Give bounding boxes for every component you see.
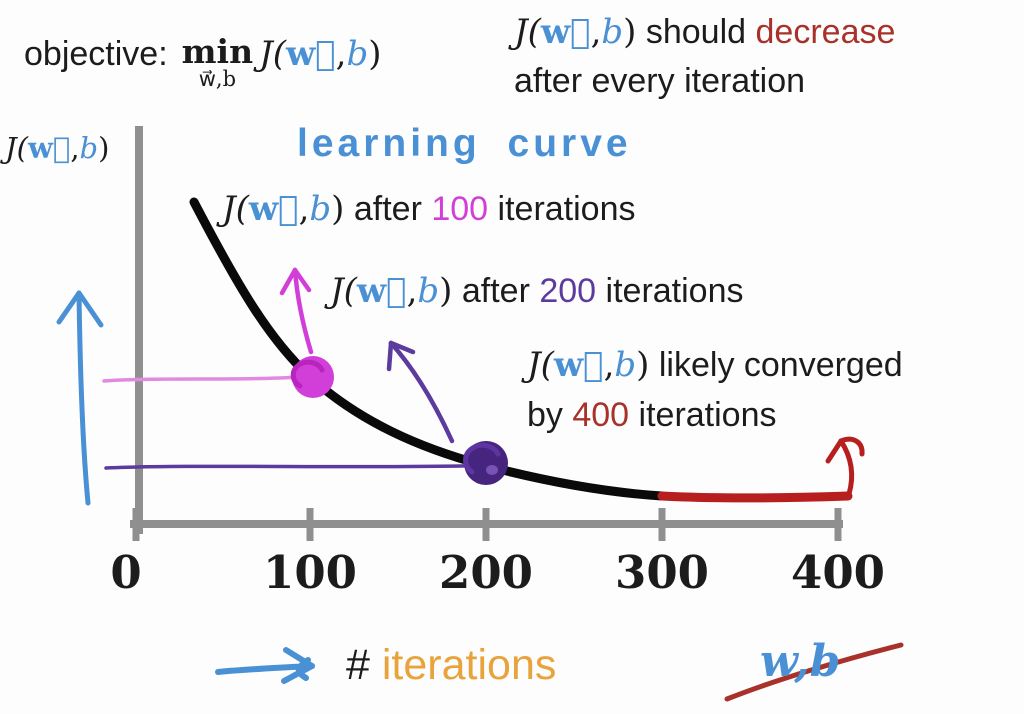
annotation-200: J(w⃗,b) after 200 iterations bbox=[330, 271, 744, 311]
chart-title: learning curve bbox=[297, 122, 632, 165]
y-direction-arrow bbox=[56, 290, 104, 506]
converged-segment-red bbox=[657, 491, 853, 503]
point-200-dot-highlight bbox=[486, 465, 498, 475]
annotation-100: J(w⃗,b) after 100 iterations bbox=[222, 189, 636, 229]
x-tick-200: 200 bbox=[439, 546, 533, 599]
iterations-word: iterations bbox=[381, 641, 557, 689]
cost-function-symbol: J(w⃗,b) bbox=[222, 189, 345, 229]
x-axis-ticks bbox=[132, 508, 842, 541]
x-tick-100: 100 bbox=[263, 546, 357, 599]
iteration-count-100: 100 bbox=[431, 190, 489, 228]
point-200-dot-scribble bbox=[463, 442, 501, 475]
x-tick-400: 400 bbox=[791, 546, 885, 599]
annotation-converged-line2: by 400 iterations bbox=[527, 396, 777, 434]
iteration-count-400: 400 bbox=[572, 396, 630, 434]
y-axis-label: J(w⃗,b) bbox=[5, 131, 110, 165]
wb-strikethrough bbox=[724, 642, 904, 702]
cost-function-symbol: J(w⃗,b) bbox=[330, 271, 453, 311]
x-direction-arrow bbox=[215, 647, 315, 684]
converged-arrow bbox=[825, 436, 865, 497]
point-200-arrow bbox=[386, 340, 455, 444]
learning-curve-line bbox=[189, 197, 667, 501]
cost-function-symbol: J(w⃗,b) bbox=[514, 12, 637, 52]
decrease-note: J(w⃗,b) should decrease after every iter… bbox=[514, 8, 895, 106]
annotation-converged: J(w⃗,b) likely converged by 400 iteratio… bbox=[527, 340, 903, 440]
cost-function-symbol: J(w⃗,b) bbox=[527, 345, 650, 385]
objective-line: objective: min w⃗,b J(w⃗,b) bbox=[24, 32, 382, 91]
decrease-note-line2: after every iteration bbox=[514, 62, 806, 100]
reference-line-200 bbox=[104, 463, 507, 470]
decrease-word: decrease bbox=[755, 13, 896, 51]
min-operator: min w⃗,b bbox=[181, 32, 254, 91]
point-100-dot-scribble bbox=[290, 359, 325, 389]
x-axis-label: # iterations bbox=[346, 641, 556, 690]
objective-cost-function: J(w⃗,b) bbox=[259, 34, 382, 74]
iteration-count-200: 200 bbox=[539, 272, 597, 310]
point-100-arrow bbox=[279, 267, 314, 355]
wb-crossed-out: w,b bbox=[760, 636, 841, 687]
hash-symbol: # bbox=[346, 641, 370, 689]
decrease-note-line1: J(w⃗,b) should decrease bbox=[514, 12, 896, 52]
reference-line-100 bbox=[102, 375, 302, 383]
point-100-dot bbox=[292, 356, 334, 398]
objective-label: objective: bbox=[24, 35, 168, 73]
x-tick-0: 0 bbox=[110, 546, 142, 599]
annotation-converged-line1: J(w⃗,b) likely converged bbox=[527, 345, 903, 385]
x-tick-300: 300 bbox=[615, 546, 709, 599]
